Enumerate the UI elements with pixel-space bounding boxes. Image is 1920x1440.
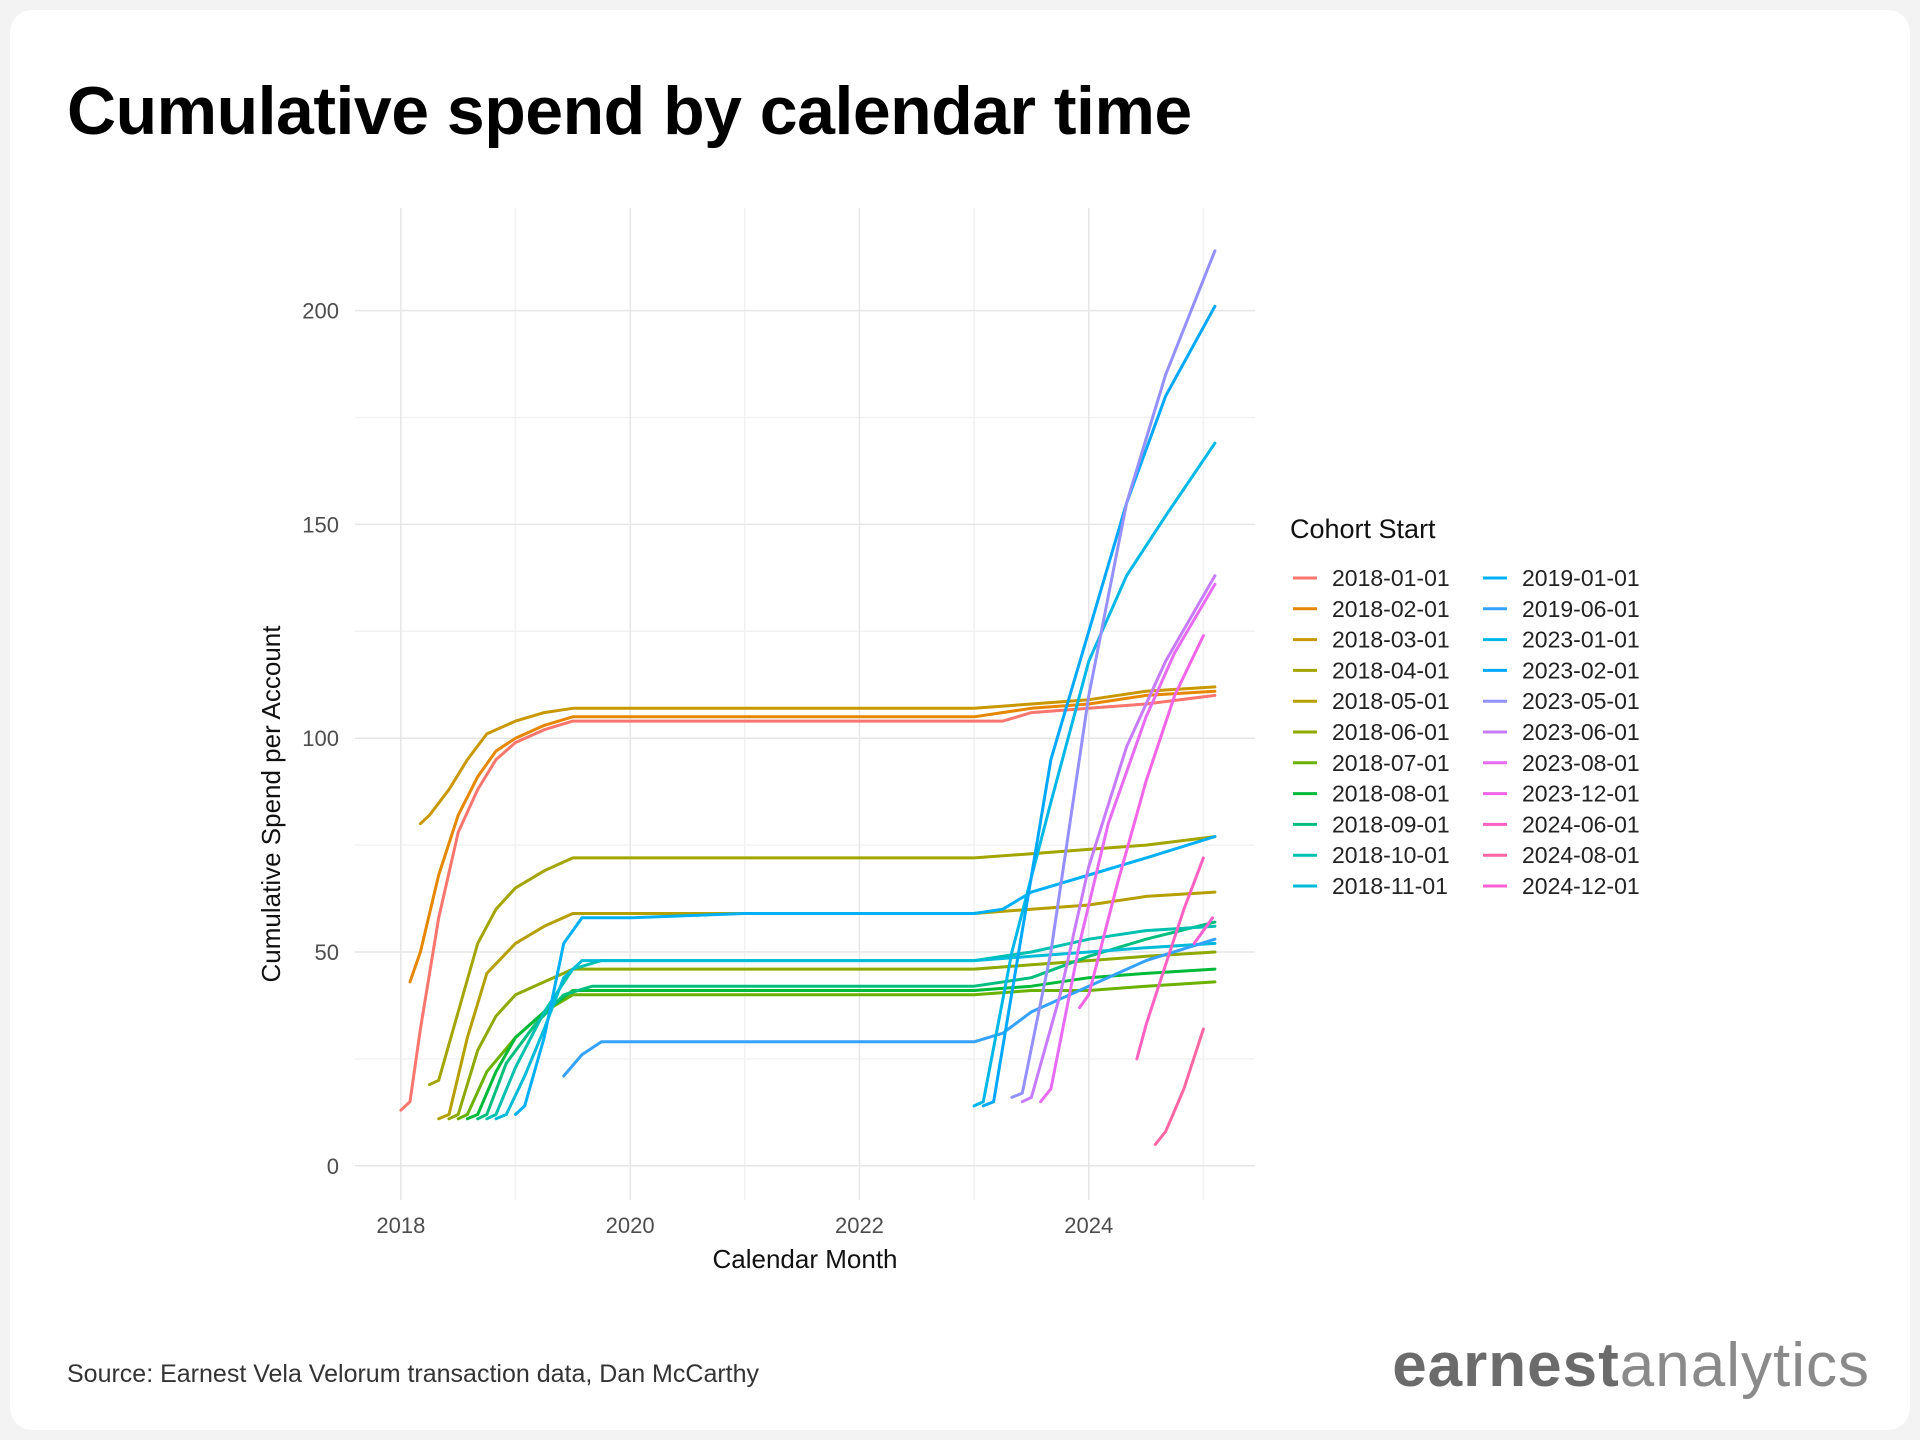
legend-label: 2018-11-01 xyxy=(1332,873,1448,899)
series-line-2023-05-01 xyxy=(1010,249,1217,1099)
series-line-2019-01-01 xyxy=(514,835,1217,1116)
chart-title: Cumulative spend by calendar time xyxy=(67,73,1192,149)
series-line-2018-08-01 xyxy=(465,967,1217,1121)
x-tick-label: 2018 xyxy=(376,1213,425,1238)
series-line-2023-02-01 xyxy=(981,304,1217,1108)
y-tick-label: 150 xyxy=(302,512,339,537)
y-axis-title: Cumulative Spend per Account xyxy=(256,625,286,983)
legend-title: Cohort Start xyxy=(1290,514,1436,544)
source-note: Source: Earnest Vela Velorum transaction… xyxy=(67,1360,760,1388)
y-tick-label: 0 xyxy=(327,1154,339,1179)
legend-label: 2023-12-01 xyxy=(1522,781,1640,807)
x-tick-label: 2022 xyxy=(835,1213,884,1238)
series-line-2023-06-01 xyxy=(1020,574,1217,1104)
legend-label: 2023-02-01 xyxy=(1522,657,1640,683)
legend-label: 2018-10-01 xyxy=(1332,842,1450,868)
x-tick-label: 2024 xyxy=(1064,1213,1113,1238)
series-line-2018-01-01 xyxy=(399,693,1217,1112)
legend-label: 2023-01-01 xyxy=(1522,627,1640,653)
series-line-2018-05-01 xyxy=(437,890,1217,1121)
series-line-2018-04-01 xyxy=(428,835,1217,1087)
legend-label: 2018-01-01 xyxy=(1332,565,1450,591)
series-line-2023-12-01 xyxy=(1078,634,1205,1010)
x-axis-title: Calendar Month xyxy=(713,1244,898,1274)
series-line-2018-03-01 xyxy=(418,685,1217,826)
logo-bold-part: earnest xyxy=(1392,1331,1620,1400)
legend-label: 2018-03-01 xyxy=(1332,627,1450,653)
legend-label: 2019-01-01 xyxy=(1522,565,1640,591)
series-line-2019-06-01 xyxy=(562,937,1217,1078)
legend-label: 2019-06-01 xyxy=(1522,596,1640,622)
legend-label: 2023-08-01 xyxy=(1522,750,1640,776)
legend-label: 2018-09-01 xyxy=(1332,811,1450,837)
series-line-2023-01-01 xyxy=(972,441,1217,1108)
x-tick-label: 2020 xyxy=(606,1213,655,1238)
legend-label: 2024-12-01 xyxy=(1522,873,1640,899)
y-tick-label: 100 xyxy=(302,726,339,751)
legend-label: 2018-08-01 xyxy=(1332,781,1450,807)
legend-label: 2024-08-01 xyxy=(1522,842,1640,868)
legend-label: 2018-07-01 xyxy=(1332,750,1450,776)
series-line-2023-08-01 xyxy=(1039,582,1217,1104)
y-tick-label: 200 xyxy=(302,299,339,324)
series-line-2024-08-01 xyxy=(1153,1027,1205,1146)
series-line-2024-06-01 xyxy=(1135,856,1205,1061)
brand-logo: earnestanalytics xyxy=(1392,1330,1870,1401)
series-line-2018-10-01 xyxy=(485,924,1217,1121)
logo-light-part: analytics xyxy=(1619,1331,1870,1400)
y-tick-label: 50 xyxy=(315,940,339,965)
series-line-2018-07-01 xyxy=(456,980,1217,1121)
legend-label: 2018-02-01 xyxy=(1332,596,1450,622)
series-line-2024-12-01 xyxy=(1192,916,1215,945)
legend-label: 2018-06-01 xyxy=(1332,719,1450,745)
legend-label: 2018-05-01 xyxy=(1332,688,1450,714)
series-line-2018-02-01 xyxy=(408,689,1217,984)
legend-label: 2024-06-01 xyxy=(1522,811,1640,837)
legend-label: 2023-05-01 xyxy=(1522,688,1640,714)
legend-label: 2018-04-01 xyxy=(1332,657,1450,683)
series-line-2018-09-01 xyxy=(476,920,1217,1121)
legend-label: 2023-06-01 xyxy=(1522,719,1640,745)
chart-card: Cumulative spend by calendar time Source… xyxy=(10,10,1910,1430)
